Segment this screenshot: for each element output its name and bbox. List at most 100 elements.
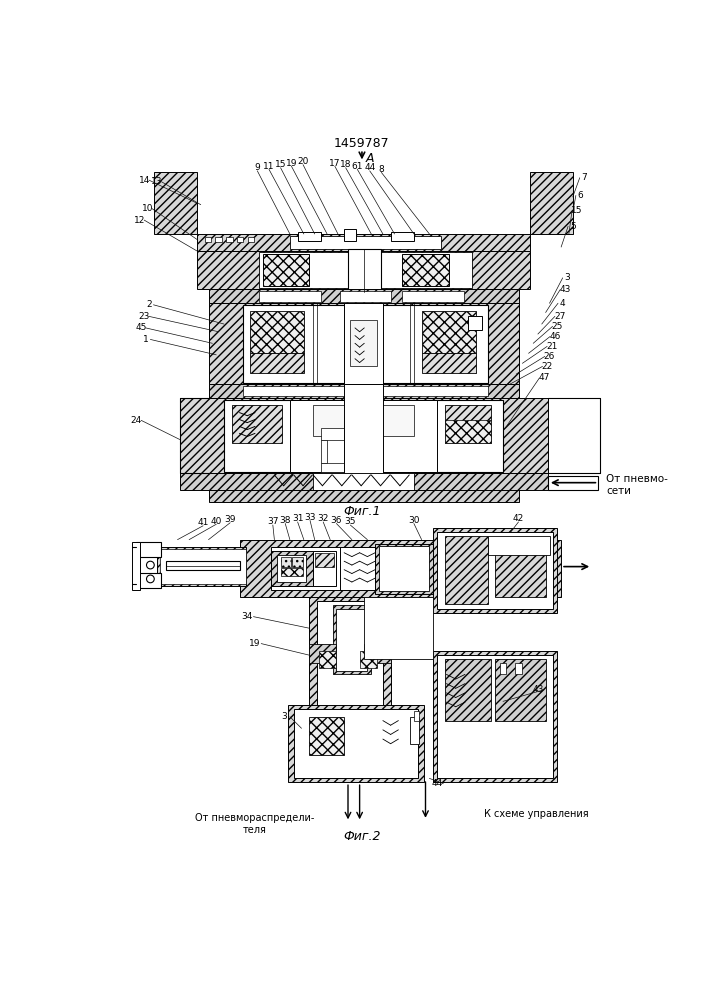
Text: 37: 37 bbox=[267, 517, 279, 526]
Bar bbox=[224, 400, 503, 472]
Bar bbox=[315, 553, 334, 567]
Text: 15: 15 bbox=[275, 160, 286, 169]
Bar bbox=[321, 463, 368, 472]
Bar bbox=[340, 547, 375, 590]
Bar bbox=[414, 711, 419, 721]
Text: 19: 19 bbox=[250, 639, 261, 648]
Text: От пневмораспредели-
теля: От пневмораспредели- теля bbox=[195, 813, 315, 835]
Bar bbox=[180, 398, 548, 473]
Text: 19: 19 bbox=[286, 159, 297, 168]
Bar bbox=[363, 644, 391, 663]
Bar bbox=[402, 254, 449, 286]
Text: 43: 43 bbox=[559, 285, 571, 294]
Bar bbox=[166, 561, 240, 570]
Bar bbox=[500, 663, 506, 674]
Bar bbox=[363, 597, 433, 659]
Text: 44: 44 bbox=[364, 163, 375, 172]
Bar bbox=[344, 384, 383, 477]
Text: 7: 7 bbox=[581, 173, 588, 182]
Bar bbox=[209, 384, 518, 398]
Text: Фиг.1: Фиг.1 bbox=[343, 505, 380, 518]
Bar bbox=[160, 549, 246, 584]
Text: 21: 21 bbox=[546, 342, 558, 351]
Bar bbox=[402, 291, 464, 302]
Bar bbox=[136, 542, 161, 557]
Bar bbox=[495, 540, 546, 597]
Bar bbox=[379, 546, 429, 591]
Bar bbox=[209, 289, 518, 303]
Bar bbox=[320, 651, 337, 668]
Bar bbox=[197, 251, 530, 289]
Bar bbox=[437, 532, 554, 609]
Bar bbox=[391, 232, 414, 241]
Text: 10: 10 bbox=[141, 204, 153, 213]
Text: 9: 9 bbox=[255, 163, 260, 172]
Bar bbox=[204, 237, 211, 242]
Text: 12: 12 bbox=[134, 216, 145, 225]
Bar bbox=[243, 305, 488, 383]
Bar bbox=[271, 551, 313, 586]
Text: 42: 42 bbox=[513, 514, 524, 523]
Bar bbox=[548, 476, 598, 490]
Text: 4: 4 bbox=[560, 299, 566, 308]
Bar bbox=[421, 311, 476, 353]
Text: 11: 11 bbox=[263, 162, 275, 171]
Bar bbox=[290, 400, 437, 472]
Text: 3: 3 bbox=[281, 712, 286, 721]
Text: A: A bbox=[366, 152, 374, 165]
Bar bbox=[437, 655, 554, 778]
Text: 14: 14 bbox=[139, 176, 150, 185]
Bar bbox=[445, 659, 491, 721]
Bar bbox=[375, 544, 433, 594]
Bar bbox=[292, 557, 303, 567]
Bar bbox=[293, 709, 418, 778]
Bar bbox=[530, 172, 573, 234]
Text: 31: 31 bbox=[292, 514, 303, 523]
Bar bbox=[309, 644, 337, 663]
Bar bbox=[433, 651, 557, 782]
Bar bbox=[344, 229, 356, 241]
Bar bbox=[250, 353, 304, 373]
Bar bbox=[351, 320, 377, 366]
Text: 35: 35 bbox=[344, 517, 356, 526]
Bar bbox=[259, 291, 321, 302]
Text: 18: 18 bbox=[340, 160, 351, 169]
Bar bbox=[132, 542, 139, 590]
Text: 36: 36 bbox=[331, 516, 342, 525]
Text: 5: 5 bbox=[570, 222, 575, 231]
Text: 38: 38 bbox=[279, 516, 291, 525]
Bar bbox=[277, 555, 306, 582]
Text: 23: 23 bbox=[139, 312, 150, 321]
Text: 34: 34 bbox=[242, 612, 253, 621]
Text: 39: 39 bbox=[224, 515, 236, 524]
Bar bbox=[344, 303, 383, 386]
Bar bbox=[237, 237, 243, 242]
Bar bbox=[309, 717, 344, 755]
Text: 46: 46 bbox=[549, 332, 561, 341]
Bar bbox=[313, 405, 414, 436]
Bar bbox=[180, 473, 548, 490]
Bar bbox=[226, 237, 233, 242]
Bar bbox=[209, 490, 518, 502]
Text: 45: 45 bbox=[135, 323, 147, 332]
Text: 20: 20 bbox=[298, 157, 309, 166]
Text: 13: 13 bbox=[151, 177, 163, 186]
Bar bbox=[248, 237, 255, 242]
Bar bbox=[243, 386, 488, 396]
Bar bbox=[250, 311, 304, 353]
Bar bbox=[216, 237, 222, 242]
Bar bbox=[309, 597, 391, 736]
Bar bbox=[271, 547, 526, 590]
Circle shape bbox=[146, 575, 154, 583]
Bar bbox=[321, 428, 368, 440]
Text: 6: 6 bbox=[578, 191, 583, 200]
Bar bbox=[313, 473, 414, 490]
Bar bbox=[288, 705, 424, 782]
Bar bbox=[361, 440, 368, 463]
Bar bbox=[332, 605, 371, 674]
Bar bbox=[495, 659, 546, 721]
Text: 3: 3 bbox=[564, 273, 571, 282]
Bar bbox=[337, 609, 368, 671]
Text: 22: 22 bbox=[542, 362, 553, 371]
Text: 27: 27 bbox=[554, 312, 566, 321]
